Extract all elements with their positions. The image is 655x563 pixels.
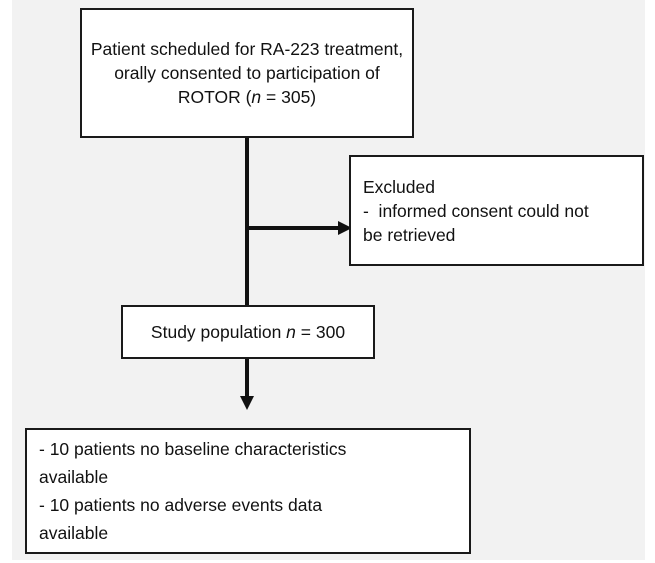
node-text: - informed consent could not	[363, 200, 589, 221]
node-box: Excluded - informed consent could not be r…	[349, 155, 644, 266]
node-line: Study population n = 300	[123, 320, 373, 344]
node-line: - informed consent could not	[363, 199, 642, 223]
node-line: orally consented to participation of	[82, 61, 412, 85]
italic-text: n	[251, 87, 262, 107]
arrow-head	[338, 221, 352, 235]
node-text: available	[39, 467, 109, 487]
node-line: Excluded	[363, 175, 642, 199]
node-text: - 10 patients no baseline characteristic…	[39, 439, 347, 459]
node-box: - 10 patients no baseline characteristic…	[25, 428, 471, 554]
node-text: = 300	[295, 322, 346, 342]
node-text: Patient scheduled for RA-223 treatment,	[90, 39, 404, 59]
node-box: Study population n = 300	[121, 305, 375, 359]
node-line: - 10 patients no baseline characteristic…	[39, 435, 469, 463]
node-text: - 10 patients no adverse events data	[39, 495, 323, 515]
italic-text: n	[286, 322, 296, 342]
arrow-head	[240, 396, 254, 410]
node-text: Excluded	[363, 176, 435, 197]
node-text: ROTOR (	[177, 87, 252, 107]
node-line: - 10 patients no adverse events data	[39, 491, 469, 519]
node-line: be retrieved	[363, 223, 642, 247]
node-line: Patient scheduled for RA-223 treatment,	[82, 37, 412, 61]
node-text: available	[39, 523, 109, 543]
node-line: available	[39, 463, 469, 491]
node-text: be retrieved	[363, 224, 456, 245]
node-text: orally consented to participation of	[114, 63, 380, 83]
node-box: Patient scheduled for RA-223 treatment, o…	[80, 8, 414, 138]
node-text: Study population	[150, 322, 287, 342]
node-line: available	[39, 519, 469, 547]
node-line: ROTOR (n = 305)	[82, 85, 412, 109]
node-text: = 305)	[261, 87, 317, 107]
